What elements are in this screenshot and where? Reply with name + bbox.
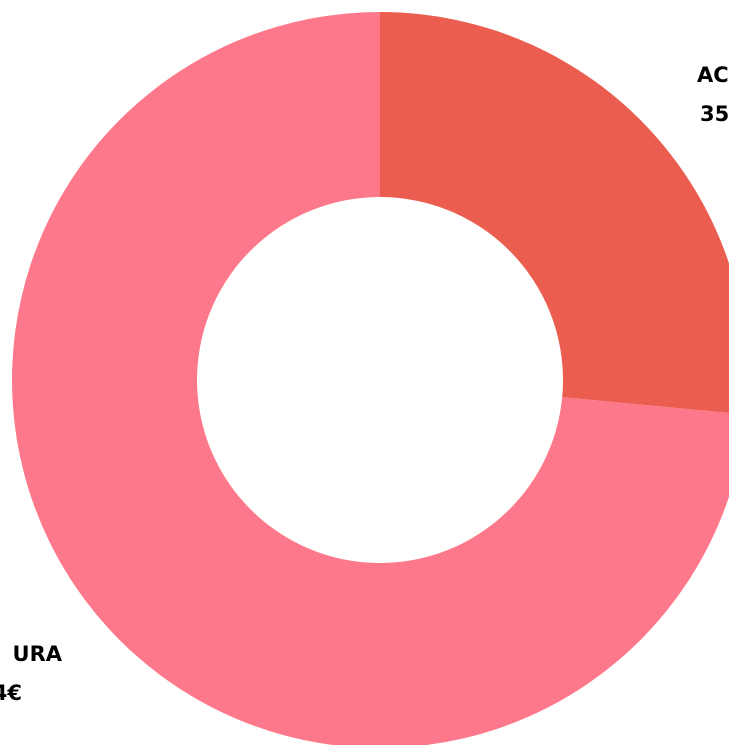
slice-label: URA	[13, 642, 63, 666]
slice	[380, 12, 729, 413]
slice	[12, 12, 729, 745]
donut	[12, 12, 729, 745]
slice-label: AC	[697, 63, 729, 87]
slice-amount: 4€	[0, 681, 22, 705]
slice-amount: 35	[700, 102, 729, 126]
